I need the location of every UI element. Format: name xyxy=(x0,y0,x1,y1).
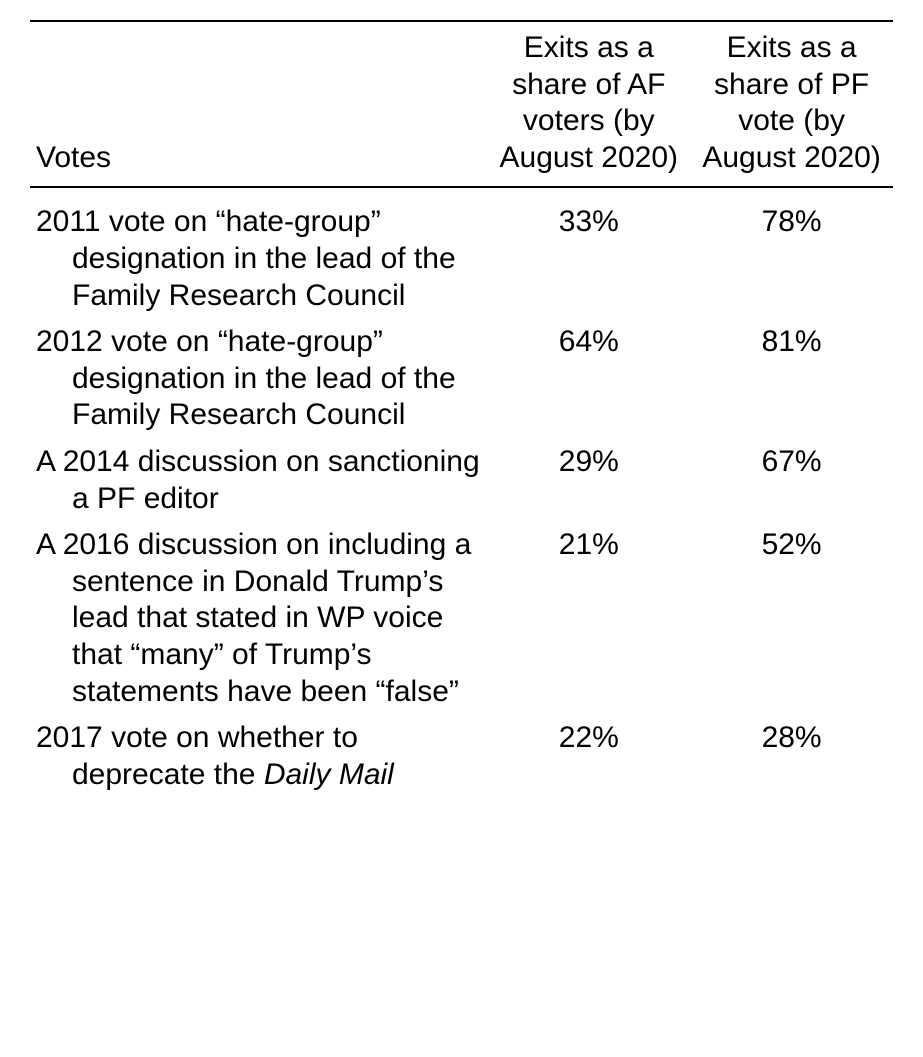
votes-cell: A 2016 discussion on including a sentenc… xyxy=(30,523,487,716)
af-cell: 29% xyxy=(487,440,690,523)
pf-cell: 78% xyxy=(690,187,893,320)
votes-text: A 2014 discussion on sanctioning a PF ed… xyxy=(36,444,481,517)
af-cell: 21% xyxy=(487,523,690,716)
votes-text: 2017 vote on whether to deprecate the Da… xyxy=(36,720,481,793)
table-row: A 2016 discussion on including a sentenc… xyxy=(30,523,893,716)
pf-cell: 67% xyxy=(690,440,893,523)
table-row: 2011 vote on “hate-group” designation in… xyxy=(30,187,893,320)
pf-cell: 52% xyxy=(690,523,893,716)
af-cell: 33% xyxy=(487,187,690,320)
pf-cell: 28% xyxy=(690,716,893,799)
col-header-votes: Votes xyxy=(30,21,487,187)
af-cell: 22% xyxy=(487,716,690,799)
exits-table: Votes Exits as a share of AF voters (by … xyxy=(30,20,893,799)
votes-text: 2011 vote on “hate-group” designation in… xyxy=(36,204,481,314)
votes-cell: 2011 vote on “hate-group” designation in… xyxy=(30,187,487,320)
table-header-row: Votes Exits as a share of AF voters (by … xyxy=(30,21,893,187)
col-header-pf: Exits as a share of PF vote (by August 2… xyxy=(690,21,893,187)
table-row: A 2014 discussion on sanctioning a PF ed… xyxy=(30,440,893,523)
table-row: 2012 vote on “hate-group” designation in… xyxy=(30,320,893,440)
table-page: Votes Exits as a share of AF voters (by … xyxy=(0,0,923,839)
votes-cell: 2017 vote on whether to deprecate the Da… xyxy=(30,716,487,799)
votes-cell: 2012 vote on “hate-group” designation in… xyxy=(30,320,487,440)
votes-cell: A 2014 discussion on sanctioning a PF ed… xyxy=(30,440,487,523)
col-header-af: Exits as a share of AF voters (by August… xyxy=(487,21,690,187)
table-row: 2017 vote on whether to deprecate the Da… xyxy=(30,716,893,799)
votes-text: 2012 vote on “hate-group” designation in… xyxy=(36,324,481,434)
af-cell: 64% xyxy=(487,320,690,440)
table-body: 2011 vote on “hate-group” designation in… xyxy=(30,187,893,799)
pf-cell: 81% xyxy=(690,320,893,440)
votes-text: A 2016 discussion on including a sentenc… xyxy=(36,527,481,710)
